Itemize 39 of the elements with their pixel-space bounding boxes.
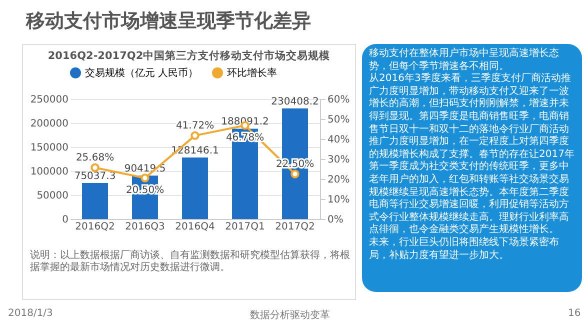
text: 移动支付市场增速呈现季节化差异 bbox=[26, 9, 311, 34]
y2-tick-label: 60% bbox=[328, 94, 350, 106]
y2-tick-label: 50% bbox=[328, 114, 350, 126]
x-tick-label: 2016Q4 bbox=[175, 222, 215, 232]
y-tick-label: 50000 bbox=[36, 190, 68, 202]
text: 从2016年3季度来看，三季度支付厂商活动推广力度明显增加，带动移动支付又迎来了一波增长的高潮，但扫码支付刚刚解禁，增速并未得到显现。第四季度是电商销售旺季，电商销售节日双十一和双十二的落地令行业厂商活动推广力度明显增加，在一定程度上对第四季度的规模增长构成了支撑。春节的存在让2017年第一季度成为社交类支付的传统旺季，更多中老年用户的加入，红包和转账等社交场景交易规模继续呈现高速增长态势。本年度第二季度电商等行业交易增速回暖，利用促销等活动方式令行业整体规模继续走高。理财行业利率高点徘徊，也令金融类交易产生规模性增长。 bbox=[369, 73, 574, 236]
point bbox=[290, 170, 300, 178]
point bbox=[190, 131, 200, 140]
data-label: 41.72% bbox=[176, 120, 214, 132]
y-tick-label: 0 bbox=[62, 214, 68, 226]
text: 数据分析驱动变革 bbox=[250, 308, 330, 322]
y2-tick-label: 10% bbox=[328, 194, 350, 206]
y2-tick-label: 20% bbox=[328, 174, 350, 186]
bar bbox=[182, 157, 208, 219]
data-label: 75037.3 bbox=[74, 170, 116, 182]
text: 未来，行业巨头仍旧将围绕线下场景紧密布局，补贴力度有望进一步加大。 bbox=[369, 236, 560, 262]
y2-tick-label: 0% bbox=[328, 214, 344, 226]
point bbox=[90, 163, 100, 172]
x-tick-label: 2016Q3 bbox=[125, 222, 165, 232]
y2-tick-label: 30% bbox=[328, 154, 350, 166]
bar bbox=[82, 182, 108, 219]
point bbox=[140, 174, 150, 182]
x-tick-label: 2017Q2 bbox=[275, 222, 315, 232]
text: 移动支付在整体用户市场中呈现高速增长态势，但每个季节增速各不相同。 bbox=[369, 48, 560, 72]
data-label: 230408.2 bbox=[271, 96, 319, 108]
y-tick-label: 100000 bbox=[30, 166, 68, 178]
x-tick-label: 2017Q1 bbox=[225, 222, 265, 232]
legend-label: 交易规模（亿元 人民币） bbox=[85, 66, 198, 79]
chart-title: 2016Q2-2017Q2中国第三方支付移动支付市场交易规模 bbox=[46, 49, 332, 63]
y2-tick-label: 40% bbox=[328, 134, 350, 146]
text: 2018/1/3 bbox=[8, 308, 53, 319]
text: 说明：以上数据根据厂商访谈、自有监测数据和研究模型估算获得，将根据掌握的最新市场情况对历史数据进行微调。 bbox=[30, 250, 350, 274]
y-tick-label: 250000 bbox=[30, 94, 68, 106]
legend-label: 环比增长率 bbox=[227, 66, 277, 79]
data-label: 25.68% bbox=[76, 152, 114, 164]
y-tick-label: 200000 bbox=[30, 118, 68, 130]
text: 16 bbox=[568, 308, 581, 319]
y-tick-label: 150000 bbox=[30, 142, 68, 154]
x-tick-label: 2016Q2 bbox=[75, 222, 115, 232]
